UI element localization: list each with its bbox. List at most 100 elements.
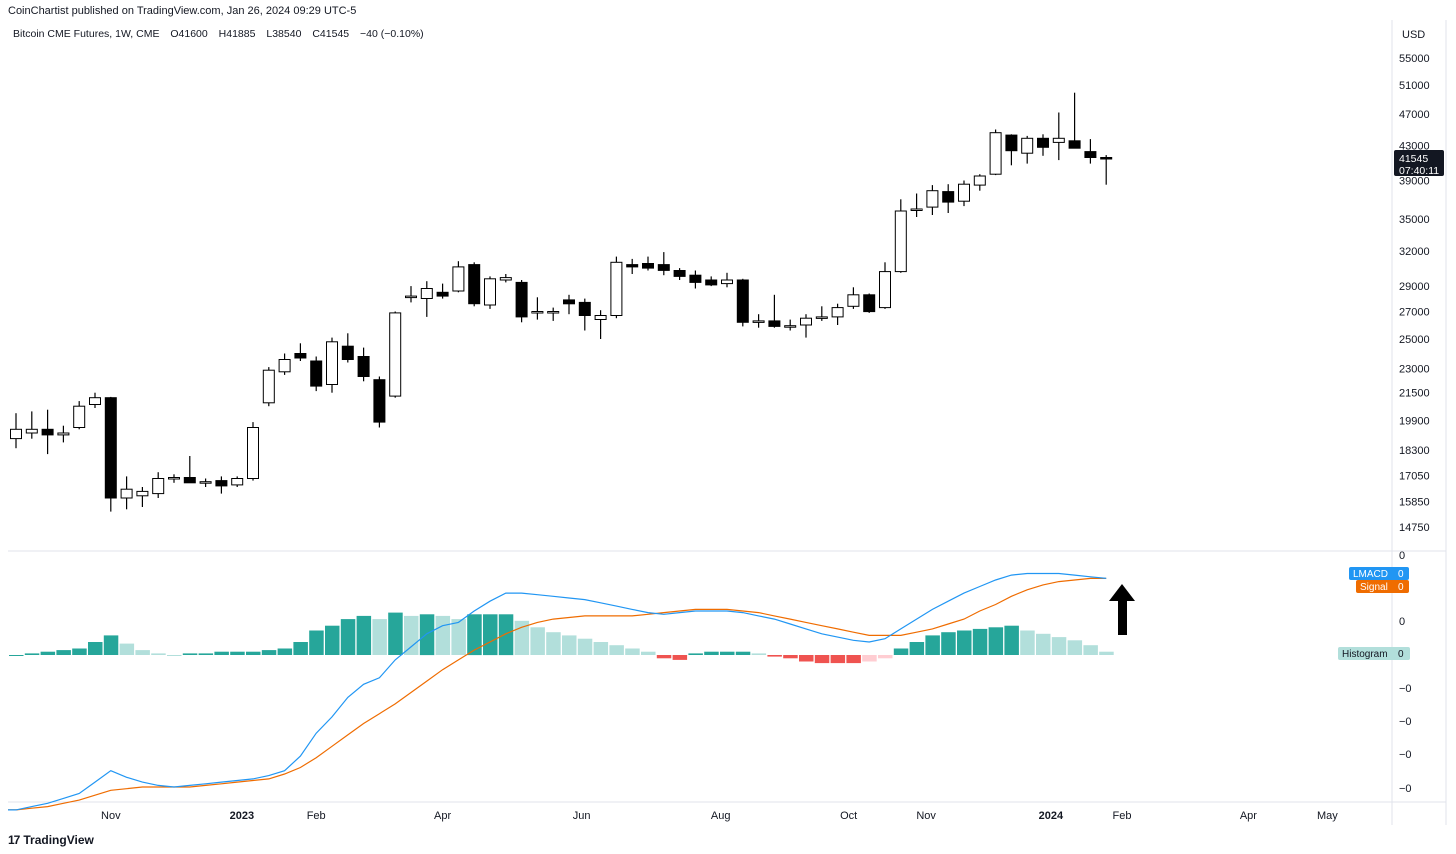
histogram-bar xyxy=(435,615,451,655)
candle xyxy=(926,185,939,215)
candle-body xyxy=(531,311,544,314)
candle xyxy=(958,180,970,207)
indicator-tick: −0 xyxy=(1399,683,1412,695)
histogram-bar xyxy=(720,651,735,655)
histogram-bar xyxy=(767,655,782,657)
candle xyxy=(784,319,797,331)
histogram-bar xyxy=(783,655,798,659)
candle xyxy=(815,306,828,321)
indicator-axis[interactable]: 0 0 −0 −0 −0 −0 xyxy=(1399,550,1412,795)
candle xyxy=(420,281,433,317)
time-tick-label: Feb xyxy=(307,810,326,822)
histogram-bar xyxy=(246,651,261,655)
candle-body xyxy=(642,263,654,269)
candle-body xyxy=(752,320,765,323)
candle xyxy=(863,293,876,313)
histogram-bar xyxy=(1020,630,1035,655)
currency-label[interactable]: USD xyxy=(1402,29,1425,41)
candle-body xyxy=(247,427,259,479)
candle-body xyxy=(831,307,844,318)
histogram-bar xyxy=(925,635,940,655)
candle xyxy=(531,297,544,320)
histogram-bar xyxy=(957,630,972,655)
time-tick-label: Nov xyxy=(101,810,121,822)
candle xyxy=(1052,112,1065,161)
price-tick-label: 47000 xyxy=(1399,109,1430,121)
histogram-bar xyxy=(546,632,561,655)
candle xyxy=(341,333,354,363)
candle xyxy=(389,311,402,398)
indicator-tick: −0 xyxy=(1399,716,1412,728)
histogram-bar xyxy=(941,632,956,655)
histogram-bar xyxy=(1004,625,1019,655)
candle-body xyxy=(373,379,386,423)
candle-body xyxy=(784,325,797,328)
svg-text:0: 0 xyxy=(1398,569,1404,580)
candle-body xyxy=(25,428,38,434)
histogram-bar xyxy=(893,648,909,655)
candle-body xyxy=(484,278,496,306)
histogram-bar xyxy=(356,615,372,655)
signal-line xyxy=(8,577,1107,811)
candle xyxy=(183,456,196,484)
tradingview-footer[interactable]: 17 TradingView xyxy=(8,833,94,847)
histogram-bar xyxy=(72,648,87,655)
histogram-bar xyxy=(198,653,214,655)
candle-body xyxy=(958,183,970,202)
price-tick-label: 51000 xyxy=(1399,80,1430,92)
histogram-bar xyxy=(230,651,245,655)
candle xyxy=(357,347,370,382)
candle-body xyxy=(547,311,560,314)
histogram-bar xyxy=(40,651,56,655)
price-tick-label: 55000 xyxy=(1399,53,1430,65)
histogram-bar xyxy=(340,619,356,655)
time-axis[interactable]: Nov 2023 Feb Apr Jun Aug Oct Nov 2024 Feb Apr May xyxy=(101,810,1338,822)
candle xyxy=(594,310,607,339)
svg-text:0: 0 xyxy=(1398,649,1404,660)
candle-body xyxy=(563,299,575,305)
symbol-info-line: Bitcoin CME Futures, 1W, CME O41600 H418… xyxy=(13,28,432,40)
ohlc-open: O41600 xyxy=(170,28,208,40)
candle xyxy=(73,401,86,430)
time-tick-label: Oct xyxy=(840,810,857,822)
histogram-bar xyxy=(688,653,703,655)
histogram-bar xyxy=(1083,645,1098,655)
signal-label-badge: Signal 0 xyxy=(1356,580,1409,593)
price-tick-label: 25000 xyxy=(1399,334,1430,346)
candle-body xyxy=(515,281,528,318)
candle xyxy=(104,396,117,512)
candle-body xyxy=(800,317,812,326)
candle-body xyxy=(879,271,891,309)
candle-body xyxy=(578,301,591,316)
candle-body xyxy=(894,210,907,273)
price-tick-label: 32000 xyxy=(1399,246,1430,258)
candle xyxy=(1068,92,1081,149)
histogram-bar xyxy=(277,648,293,655)
symbol-name[interactable]: Bitcoin CME Futures, 1W, CME xyxy=(13,28,160,40)
candle-body xyxy=(405,295,417,299)
candle xyxy=(373,376,386,428)
price-axis[interactable]: 14750 15850 17050 18300 19900 21500 23000 25000… xyxy=(1399,53,1430,534)
histogram-bar xyxy=(514,620,530,655)
tradingview-brand: TradingView xyxy=(23,833,94,847)
ohlc-high: H41885 xyxy=(218,28,256,40)
candle-body xyxy=(626,264,639,268)
svg-text:0: 0 xyxy=(1398,582,1404,593)
histogram-bar xyxy=(56,650,71,655)
candlestick-series xyxy=(10,92,1113,512)
candle-body xyxy=(1052,137,1065,143)
candle-body xyxy=(815,316,828,319)
candle xyxy=(405,286,417,303)
indicator-tick: 0 xyxy=(1399,550,1405,562)
candle xyxy=(989,129,1002,176)
candle xyxy=(231,476,244,487)
candle-body xyxy=(499,277,512,281)
candle xyxy=(247,422,259,481)
ohlc-close: C41545 xyxy=(312,28,350,40)
histogram-bar xyxy=(182,653,198,655)
candle-body xyxy=(942,191,955,203)
candle xyxy=(705,276,718,287)
time-tick-label: Aug xyxy=(711,810,731,822)
candle-body xyxy=(973,175,986,186)
